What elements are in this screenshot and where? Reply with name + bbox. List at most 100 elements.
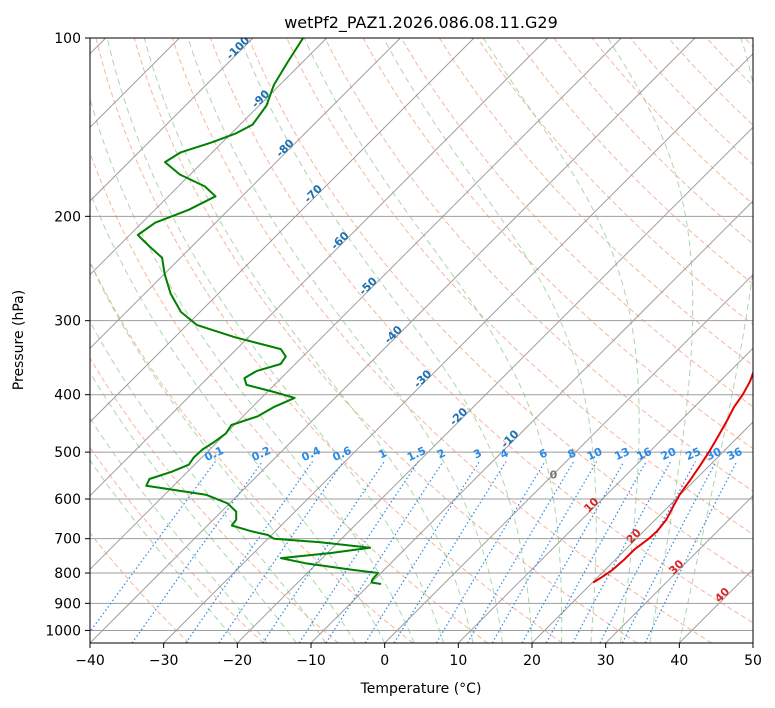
dry-adiabat xyxy=(286,38,753,535)
mixing-ratio-line xyxy=(131,461,263,643)
dewpoint-profile xyxy=(136,38,382,585)
dry-adiabat xyxy=(171,38,712,643)
dry-adiabat xyxy=(90,532,190,643)
y-tick-label: 500 xyxy=(54,445,81,461)
y-tick-label: 1000 xyxy=(45,623,81,639)
dry-adiabat xyxy=(477,38,753,326)
moist-adiabat xyxy=(90,417,268,643)
mixing-ratio-label: 0.2 xyxy=(250,444,273,464)
mixing-ratio-label: 2 xyxy=(435,447,447,462)
isotherm-label-positive: 30 xyxy=(666,557,686,577)
dry-adiabat xyxy=(90,260,414,643)
mixing-ratio-line xyxy=(218,461,344,643)
isotherm xyxy=(310,200,753,643)
y-tick-label: 100 xyxy=(54,31,81,47)
x-tick-label: 0 xyxy=(380,653,389,669)
mixing-ratio-line xyxy=(435,461,546,643)
isotherm xyxy=(752,642,753,643)
mixing-ratio-line xyxy=(599,461,696,643)
x-tick-label: −30 xyxy=(149,653,179,669)
mixing-ratio-line xyxy=(521,461,625,643)
isotherm-label-positive: 20 xyxy=(624,526,644,546)
isotherm-label: -30 xyxy=(411,367,434,390)
moist-adiabat xyxy=(143,38,474,643)
mixing-ratio-label: 16 xyxy=(635,445,655,463)
isotherm xyxy=(90,38,401,350)
moist-adiabat xyxy=(90,459,238,643)
plot-frame xyxy=(89,37,754,644)
isotherm-label: -60 xyxy=(328,229,351,252)
isotherm xyxy=(605,494,753,643)
dry-adiabat xyxy=(591,38,753,205)
mixing-ratio-label: 1.5 xyxy=(405,444,428,464)
mixing-ratio-line xyxy=(298,461,419,643)
y-tick-label: 300 xyxy=(54,314,81,330)
isotherm xyxy=(90,38,622,571)
chart-title: wetPf2_PAZ1.2026.086.08.11.G29 xyxy=(284,13,558,33)
x-tick-label: −20 xyxy=(223,653,253,669)
isotherm-label-zero: 0 xyxy=(550,468,558,481)
isotherm-label-positive: 10 xyxy=(581,495,601,515)
mixing-ratio-label: 3 xyxy=(471,447,483,462)
mixing-ratio-line xyxy=(644,461,738,643)
mixing-ratio-line xyxy=(90,461,216,633)
mixing-ratio-label: 25 xyxy=(684,445,703,463)
moist-adiabat xyxy=(383,38,597,643)
moist-adiabat xyxy=(239,38,533,643)
dry-adiabat xyxy=(133,38,638,643)
moist-adiabat xyxy=(106,38,445,643)
isotherm xyxy=(531,421,753,643)
isotherm xyxy=(236,126,753,643)
mixing-ratio-line xyxy=(466,461,575,643)
x-tick-label: 10 xyxy=(449,653,467,669)
dry-adiabat xyxy=(248,38,753,579)
isotherm xyxy=(457,347,753,643)
isotherm xyxy=(163,52,753,643)
isotherm xyxy=(384,273,753,643)
dry-adiabat xyxy=(515,38,753,285)
mixing-ratio-line xyxy=(262,461,385,643)
mixing-ratio-label: 1 xyxy=(377,447,389,462)
y-tick-label: 200 xyxy=(54,209,81,225)
y-tick-label: 400 xyxy=(54,388,81,404)
mixing-ratio-label: 36 xyxy=(725,445,745,463)
isotherm xyxy=(90,38,254,202)
isotherm-label: -80 xyxy=(273,136,296,159)
moist-adiabat xyxy=(607,38,694,643)
mixing-ratio-label: 13 xyxy=(612,445,631,463)
dry-adiabat xyxy=(362,38,753,450)
y-tick-label: 900 xyxy=(54,596,81,612)
dry-adiabat xyxy=(90,151,488,643)
isotherm xyxy=(678,568,753,643)
moist-adiabat xyxy=(90,190,386,643)
mixing-ratio-label: 6 xyxy=(537,446,550,461)
isotherm xyxy=(90,38,328,276)
dry-adiabat xyxy=(90,357,339,643)
dry-adiabat xyxy=(553,38,753,245)
mixing-ratio-line xyxy=(572,461,672,643)
moist-adiabat xyxy=(187,38,503,643)
mixing-ratio-label: 20 xyxy=(659,445,679,463)
y-tick-label: 600 xyxy=(54,492,81,508)
x-tick-label: 50 xyxy=(744,653,762,669)
dry-adiabat xyxy=(744,38,753,48)
mixing-ratio-label: 10 xyxy=(585,445,605,463)
y-tick-label: 700 xyxy=(54,532,81,548)
moist-adiabat xyxy=(303,38,563,643)
x-axis-label: Temperature (°C) xyxy=(360,681,482,697)
x-tick-label: 30 xyxy=(597,653,615,669)
isotherm xyxy=(90,38,696,643)
isotherm-label: -70 xyxy=(302,182,325,205)
dry-adiabat xyxy=(706,38,753,87)
mixing-ratio-label: 0.4 xyxy=(300,444,323,464)
isotherm xyxy=(90,38,475,423)
isotherm-label: -40 xyxy=(382,323,405,346)
plot-area: 0.1 0.2 0.4 0.6 1 1.5 2 3 4 6 8 10 13 16 20 25 30 36-100-… xyxy=(90,38,753,643)
moist-adiabat xyxy=(90,320,327,643)
dry-adiabat xyxy=(400,38,753,408)
x-tick-label: −10 xyxy=(296,653,326,669)
mixing-ratio-line xyxy=(491,461,598,643)
dry-adiabat xyxy=(90,446,264,643)
dry-adiabat xyxy=(95,38,563,643)
